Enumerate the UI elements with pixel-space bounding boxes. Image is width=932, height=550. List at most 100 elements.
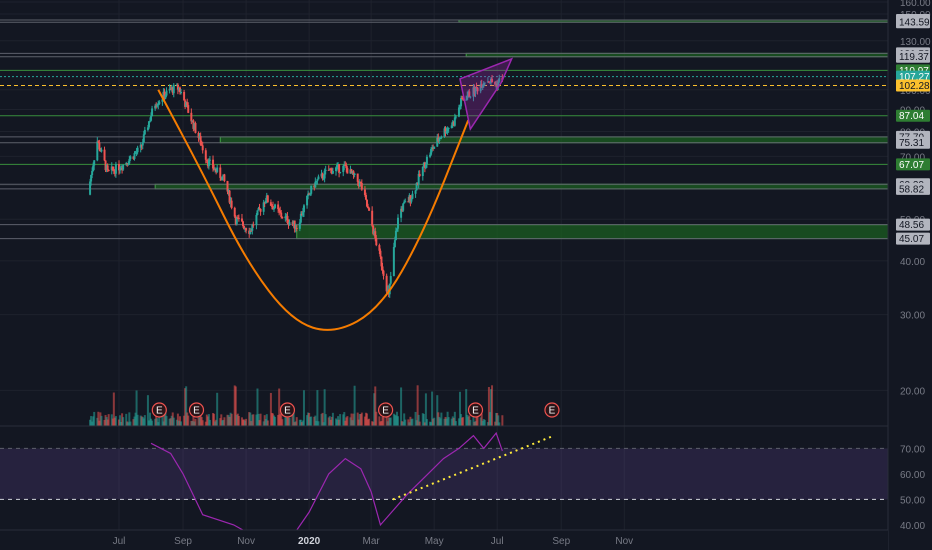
- candle-body[interactable]: [293, 220, 296, 229]
- candle-body[interactable]: [474, 86, 477, 94]
- candle-body[interactable]: [164, 95, 167, 99]
- rising-wedge[interactable]: [459, 57, 514, 132]
- candle-body[interactable]: [356, 173, 359, 182]
- candle-body[interactable]: [392, 246, 395, 277]
- candle-body[interactable]: [162, 91, 165, 100]
- candle-body[interactable]: [163, 91, 166, 99]
- candle-body[interactable]: [170, 87, 173, 90]
- candle-body[interactable]: [156, 105, 159, 107]
- candle-body[interactable]: [309, 193, 312, 195]
- candle-body[interactable]: [165, 90, 168, 96]
- candle-body[interactable]: [147, 121, 150, 128]
- candle-body[interactable]: [359, 181, 362, 184]
- candle-body[interactable]: [207, 160, 210, 167]
- candle-body[interactable]: [193, 123, 196, 129]
- candle-body[interactable]: [418, 173, 421, 177]
- candle-body[interactable]: [414, 190, 417, 194]
- candle-body[interactable]: [324, 169, 327, 171]
- candle-body[interactable]: [338, 164, 341, 173]
- candle-body[interactable]: [310, 185, 313, 194]
- candle-body[interactable]: [229, 200, 232, 203]
- candle-body[interactable]: [234, 216, 237, 224]
- candle-body[interactable]: [175, 84, 178, 86]
- candle-body[interactable]: [155, 105, 158, 107]
- candle-body[interactable]: [230, 200, 233, 208]
- candle-body[interactable]: [339, 171, 342, 173]
- candle-body[interactable]: [486, 81, 489, 83]
- time-axis[interactable]: Jul Sep Nov 2020 Mar May Jul Sep Nov: [0, 529, 888, 550]
- candle-body[interactable]: [385, 275, 388, 292]
- candle-body[interactable]: [472, 87, 475, 97]
- candle-body[interactable]: [429, 154, 432, 157]
- candle-body[interactable]: [142, 134, 145, 143]
- candle-body[interactable]: [483, 82, 486, 84]
- candle-body[interactable]: [497, 81, 500, 87]
- candle-body[interactable]: [375, 238, 378, 246]
- candle-body[interactable]: [128, 159, 131, 164]
- candle-body[interactable]: [150, 116, 153, 121]
- candle-body[interactable]: [424, 164, 427, 168]
- candle-body[interactable]: [447, 128, 450, 130]
- candle-body[interactable]: [236, 217, 239, 219]
- candle-body[interactable]: [89, 181, 92, 195]
- candle-body[interactable]: [252, 224, 255, 226]
- candle-body[interactable]: [278, 209, 281, 211]
- candle-body[interactable]: [122, 164, 125, 170]
- price-axis[interactable]: 20.0030.0040.0050.0060.0070.0080.0090.00…: [887, 0, 932, 550]
- candle-body[interactable]: [479, 84, 482, 92]
- candle-body[interactable]: [498, 78, 501, 82]
- candle-body[interactable]: [243, 226, 246, 229]
- candle-body[interactable]: [256, 210, 259, 215]
- candle-body[interactable]: [457, 107, 460, 117]
- candle-body[interactable]: [140, 144, 143, 146]
- candle-body[interactable]: [350, 169, 353, 174]
- candle-body[interactable]: [191, 120, 194, 122]
- candle-body[interactable]: [262, 202, 265, 212]
- candle-body[interactable]: [306, 195, 309, 206]
- candle-body[interactable]: [367, 206, 370, 209]
- candle-body[interactable]: [91, 170, 94, 176]
- candle-body[interactable]: [462, 98, 465, 100]
- price-level-tag[interactable]: [896, 158, 930, 171]
- candle-body[interactable]: [136, 147, 139, 153]
- price-level-tag[interactable]: [896, 232, 930, 245]
- candle-body[interactable]: [451, 121, 454, 126]
- candle-body[interactable]: [263, 202, 266, 204]
- candle-body[interactable]: [176, 84, 179, 90]
- candle-body[interactable]: [168, 88, 171, 91]
- candle-body[interactable]: [187, 105, 190, 113]
- candle-body[interactable]: [328, 168, 331, 171]
- candle-body[interactable]: [235, 217, 238, 224]
- candle-body[interactable]: [206, 160, 209, 167]
- candle-body[interactable]: [154, 105, 157, 109]
- candle-body[interactable]: [459, 106, 461, 108]
- candle-body[interactable]: [397, 217, 399, 229]
- candle-body[interactable]: [445, 131, 448, 134]
- candle-body[interactable]: [205, 159, 208, 161]
- candle-body[interactable]: [185, 102, 188, 107]
- candle-body[interactable]: [378, 245, 381, 251]
- rsi-trendline[interactable]: [392, 434, 555, 501]
- price-level-tag[interactable]: [896, 79, 930, 92]
- candle-body[interactable]: [110, 166, 113, 171]
- candle-body[interactable]: [490, 78, 492, 83]
- candle-body[interactable]: [223, 174, 226, 182]
- earnings-marker[interactable]: [151, 402, 167, 418]
- candle-body[interactable]: [178, 87, 181, 93]
- candle-body[interactable]: [158, 101, 161, 105]
- candle-body[interactable]: [133, 153, 136, 159]
- candle-body[interactable]: [106, 165, 109, 170]
- candle-body[interactable]: [186, 102, 189, 106]
- candle-body[interactable]: [221, 176, 224, 181]
- candle-body[interactable]: [360, 183, 363, 190]
- candle-body[interactable]: [284, 216, 287, 219]
- candle-body[interactable]: [450, 125, 453, 129]
- candle-body[interactable]: [404, 201, 407, 203]
- candle-body[interactable]: [423, 162, 426, 168]
- candle-body[interactable]: [349, 169, 352, 174]
- candle-body[interactable]: [259, 208, 262, 212]
- candle-body[interactable]: [233, 207, 236, 217]
- candle-body[interactable]: [300, 213, 303, 216]
- candle-body[interactable]: [169, 88, 172, 90]
- candle-body[interactable]: [431, 147, 434, 150]
